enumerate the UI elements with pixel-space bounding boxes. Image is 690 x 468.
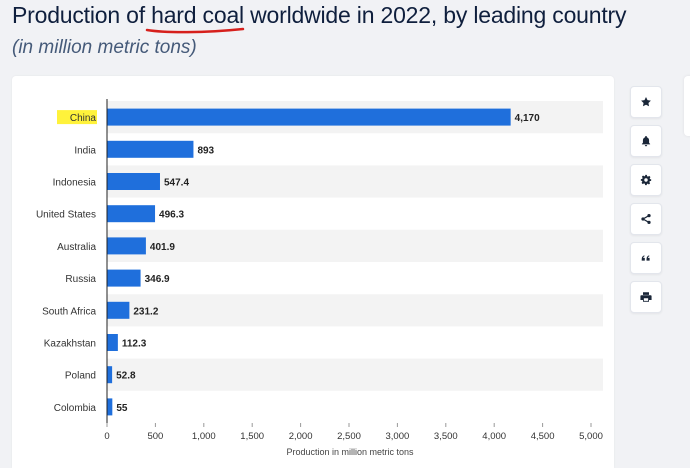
title-suffix: worldwide in 2022, by leading country xyxy=(243,2,627,28)
label-highlight-marker xyxy=(57,110,97,125)
title-highlight-hard-coal: hard coal xyxy=(145,2,245,34)
bar xyxy=(107,237,146,255)
x-tick-label: 0 xyxy=(104,431,109,442)
share-button[interactable] xyxy=(630,203,662,235)
category-label: Kazakhstan xyxy=(44,339,96,350)
row-band xyxy=(107,229,603,262)
title-prefix: Production of xyxy=(12,2,152,28)
bar xyxy=(107,398,113,416)
data-label: 52.8 xyxy=(116,371,136,382)
chart-toolbar xyxy=(630,86,662,320)
data-label: 346.9 xyxy=(145,274,170,285)
data-label: 547.4 xyxy=(164,178,189,189)
data-label: 893 xyxy=(197,145,214,156)
data-label: 496.3 xyxy=(159,210,184,221)
side-panel-card xyxy=(684,76,690,136)
bar xyxy=(107,205,156,223)
data-label: 4,170 xyxy=(515,113,540,124)
bar xyxy=(107,269,141,287)
category-label: South Africa xyxy=(42,306,96,317)
settings-gear-icon xyxy=(640,174,652,186)
cite-quote-icon xyxy=(640,252,652,264)
data-label: 112.3 xyxy=(122,339,147,350)
favorite-star-button[interactable] xyxy=(630,86,662,118)
x-tick-label: 5,000 xyxy=(579,431,603,442)
share-icon xyxy=(640,213,652,225)
category-label: Indonesia xyxy=(53,178,97,189)
x-tick-label: 4,000 xyxy=(482,431,506,442)
x-tick-label: 3,000 xyxy=(386,431,410,442)
cite-quote-button[interactable] xyxy=(630,242,662,274)
x-tick-label: 3,500 xyxy=(434,431,458,442)
x-tick-label: 2,500 xyxy=(337,431,361,442)
category-label: Australia xyxy=(57,242,96,253)
x-tick-label: 500 xyxy=(147,431,163,442)
title-highlight-text: hard coal xyxy=(151,2,244,28)
data-label: 231.2 xyxy=(133,306,158,317)
category-label: Russia xyxy=(65,274,96,285)
print-button[interactable] xyxy=(630,281,662,313)
category-label: India xyxy=(74,145,96,156)
notification-bell-icon xyxy=(640,135,652,147)
favorite-star-icon xyxy=(640,96,652,108)
x-tick-label: 1,000 xyxy=(192,431,216,442)
bar xyxy=(107,108,511,126)
x-tick-label: 1,500 xyxy=(240,431,264,442)
row-band xyxy=(107,165,603,198)
settings-gear-button[interactable] xyxy=(630,164,662,196)
page-title: Production of hard coal worldwide in 202… xyxy=(12,2,627,34)
category-label: Colombia xyxy=(54,403,97,414)
bar xyxy=(107,334,118,351)
data-label: 401.9 xyxy=(150,242,175,253)
category-label: Poland xyxy=(65,371,96,382)
x-tick-label: 4,500 xyxy=(531,431,555,442)
bar xyxy=(107,301,130,319)
print-icon xyxy=(640,291,652,303)
red-underline-annotation xyxy=(145,27,245,34)
row-band xyxy=(107,294,603,327)
bar xyxy=(107,140,194,158)
bar xyxy=(107,366,113,384)
bar xyxy=(107,173,160,190)
category-label: United States xyxy=(36,210,96,221)
x-tick-label: 2,000 xyxy=(289,431,313,442)
x-axis-title: Production in million metric tons xyxy=(286,447,414,457)
category-label: China xyxy=(70,113,97,124)
page-subtitle: (in million metric tons) xyxy=(12,37,197,58)
row-band xyxy=(107,358,603,391)
data-label: 55 xyxy=(116,403,128,414)
notification-bell-button[interactable] xyxy=(630,125,662,157)
